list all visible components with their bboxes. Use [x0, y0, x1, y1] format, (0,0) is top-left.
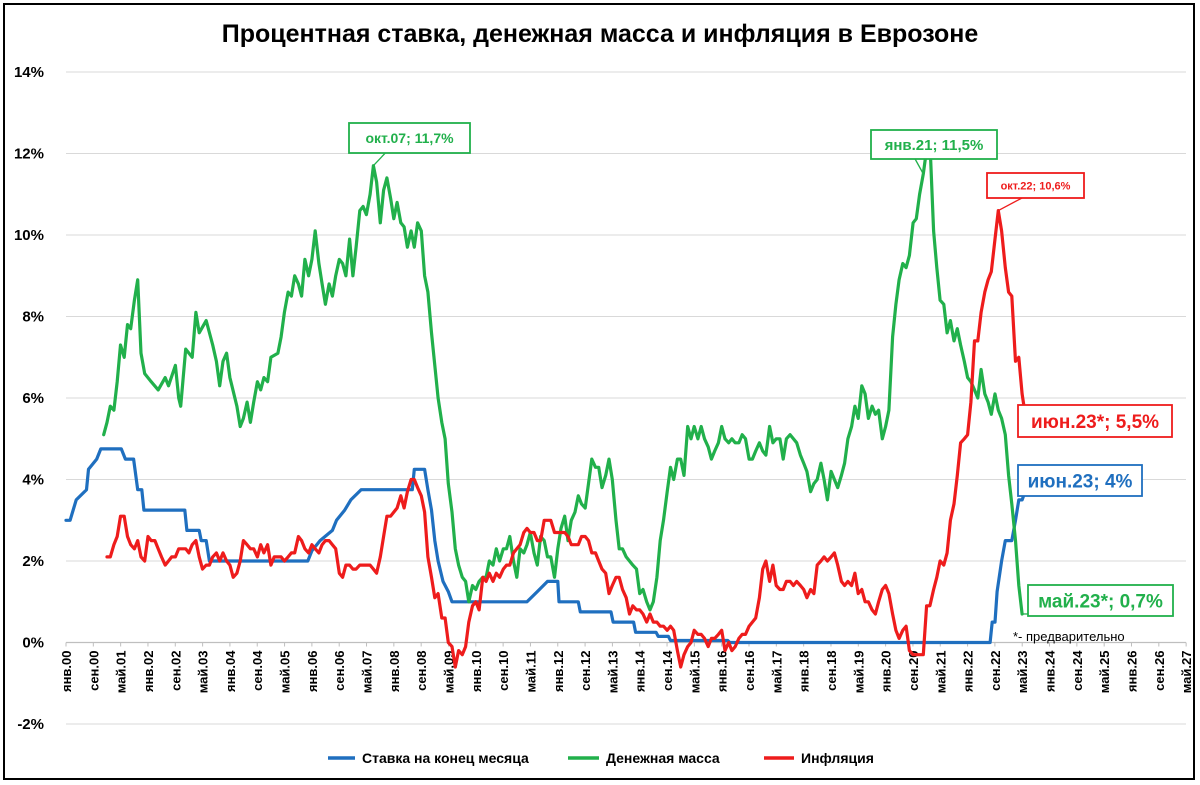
- x-tick-label: янв.14: [633, 650, 648, 692]
- annotation-box: [1017, 464, 1143, 497]
- x-tick-label: май.01: [114, 651, 129, 694]
- annotation-box: [870, 129, 998, 160]
- legend: Ставка на конец месяца Денежная масса Инфл…: [328, 750, 874, 766]
- legend-label: Денежная масса: [606, 750, 720, 766]
- footnote: *- предварительно: [1013, 629, 1125, 644]
- x-tick-label: май.07: [360, 651, 375, 694]
- annotation-leader: [372, 152, 386, 167]
- x-tick-label: сен.18: [824, 651, 839, 691]
- x-tick-label: янв.08: [387, 651, 402, 693]
- annotation-leader: [914, 158, 924, 175]
- annotation-label: янв.21; 11,5%: [885, 137, 984, 154]
- x-tick-label: сен.14: [660, 650, 675, 691]
- x-tick-label: янв.20: [879, 651, 894, 693]
- x-tick-label: май.03: [196, 651, 211, 694]
- series-lines: [64, 139, 1031, 669]
- y-tick-label: 10%: [14, 227, 44, 244]
- x-tick-label: янв.12: [551, 651, 566, 693]
- x-tick-label: янв.04: [223, 650, 238, 692]
- x-tick-label: сен.24: [1070, 650, 1085, 691]
- x-tick-label: май.19: [851, 651, 866, 694]
- x-tick-label: май.05: [278, 651, 293, 694]
- y-tick-label: -2%: [17, 716, 44, 733]
- annotations: окт.07; 11,7% янв.21; 11,5% окт.22; 10,6% и…: [348, 122, 1174, 617]
- x-tick-label: сен.02: [168, 651, 183, 691]
- y-tick-label: 14%: [14, 64, 44, 81]
- x-tick-label: сен.04: [250, 650, 265, 691]
- annotation-leader: [998, 197, 1023, 212]
- x-tick-label: янв.24: [1043, 650, 1058, 692]
- gridlines: [66, 71, 1186, 725]
- x-tick-label: май.15: [687, 651, 702, 694]
- x-tick-label: сен.06: [332, 651, 347, 691]
- x-tick-label: май.11: [523, 651, 538, 693]
- x-tick-label: май.25: [1097, 651, 1112, 694]
- x-tick-label: май.27: [1179, 651, 1194, 694]
- x-tick-label: янв.18: [797, 651, 812, 693]
- series-line: [102, 139, 1024, 616]
- annotation-label: май.23*; 0,7%: [1038, 591, 1163, 612]
- annotation-label: окт.22; 10,6%: [1001, 180, 1071, 192]
- chart-frame: [3, 3, 1195, 780]
- annotation-box: [1017, 404, 1173, 438]
- x-tick-label: сен.00: [86, 651, 101, 691]
- annotation-box: [348, 122, 471, 154]
- x-tick-label: май.17: [769, 651, 784, 694]
- x-tick-label: май.09: [441, 651, 456, 694]
- x-tick-label: сен.20: [906, 651, 921, 691]
- y-tick-label: 6%: [22, 390, 44, 407]
- x-tick-label: май.13: [605, 651, 620, 694]
- y-axis-ticks: -2% 0% 2% 4% 6% 8% 10% 12% 14%: [14, 64, 44, 733]
- x-tick-label: янв.02: [141, 651, 156, 693]
- x-axis-ticks: янв.00 сен.00 май.01 янв.02 сен.02 май.03 янв.…: [59, 642, 1194, 694]
- annotation-box: [986, 172, 1085, 199]
- y-tick-label: 4%: [22, 472, 44, 489]
- x-tick-label: янв.26: [1124, 651, 1139, 693]
- x-tick-label: янв.00: [59, 651, 74, 693]
- x-tick-label: сен.12: [578, 651, 593, 691]
- x-tick-label: май.23: [1015, 651, 1030, 694]
- series-line: [105, 209, 1028, 669]
- x-tick-label: янв.16: [715, 651, 730, 693]
- y-tick-label: 2%: [22, 553, 44, 570]
- legend-label: Инфляция: [801, 750, 874, 766]
- x-tick-label: сен.26: [1152, 651, 1167, 691]
- annotation-box: [1027, 584, 1174, 617]
- y-tick-label: 8%: [22, 309, 44, 326]
- x-tick-label: май.21: [933, 651, 948, 694]
- chart-title: Процентная ставка, денежная масса и инфл…: [222, 20, 979, 48]
- x-tick-label: сен.22: [988, 651, 1003, 691]
- annotation-label: июн.23; 4%: [1028, 471, 1133, 492]
- x-tick-label: сен.16: [742, 651, 757, 691]
- y-tick-label: 0%: [22, 635, 44, 652]
- annotation-label: окт.07; 11,7%: [365, 130, 454, 146]
- y-tick-label: 12%: [14, 146, 44, 163]
- legend-label: Ставка на конец месяца: [362, 750, 529, 766]
- series-line: [64, 447, 1031, 645]
- x-tick-label: сен.08: [414, 651, 429, 691]
- x-tick-label: янв.22: [961, 651, 976, 693]
- x-tick-label: сен.10: [496, 651, 511, 691]
- x-tick-label: янв.10: [469, 651, 484, 693]
- x-tick-label: янв.06: [305, 651, 320, 693]
- annotation-label: июн.23*; 5,5%: [1031, 412, 1159, 433]
